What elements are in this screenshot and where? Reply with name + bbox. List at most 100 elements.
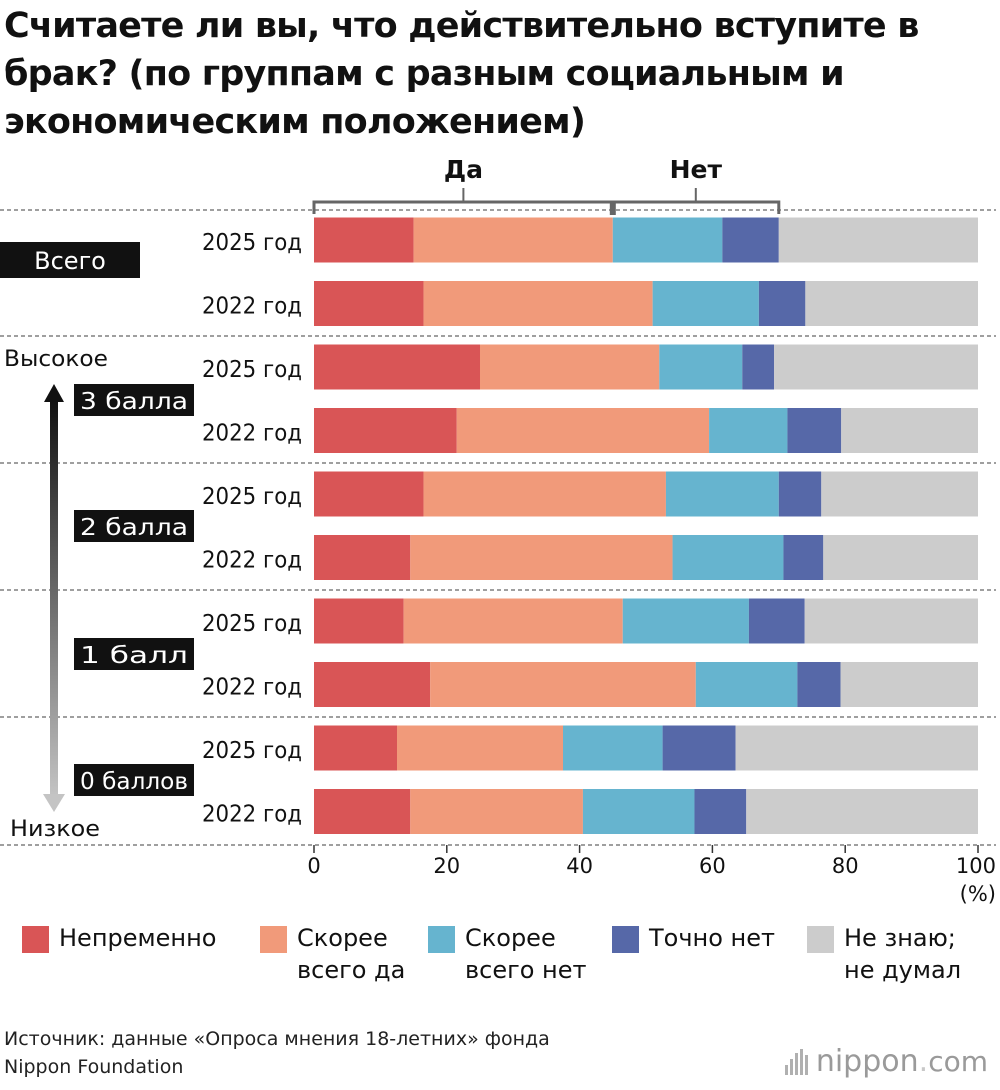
nippon-bars-icon xyxy=(784,1048,810,1075)
x-tick-label-4: 80 xyxy=(832,854,859,878)
bar-2-definitely xyxy=(314,344,480,390)
legend-item-definitely: Непременно xyxy=(22,922,234,954)
stacked-bar-chart: 2025 год 2022 год 2025 год 2022 год 2025 год… xyxy=(0,155,996,906)
bracket-divider xyxy=(609,202,616,215)
x-tick-label-0: 0 xyxy=(307,854,320,878)
bar-7-definitely-not xyxy=(797,662,841,707)
bar-5-definitely-not xyxy=(783,535,824,580)
bar-7-probably-yes xyxy=(430,662,696,707)
bar-3-probably-no xyxy=(709,408,788,453)
bar-6-dont-know xyxy=(804,598,978,644)
bar-7-definitely xyxy=(314,662,431,707)
axis-arrow-shaft xyxy=(50,400,58,798)
bar-6-definitely-not xyxy=(748,598,805,644)
group-box-3 xyxy=(74,638,194,670)
bar-3-definitely-not xyxy=(787,408,842,453)
bar-0-definitely xyxy=(314,217,414,263)
bar-1-definitely xyxy=(314,281,424,326)
axis-high-label: Высокое xyxy=(4,347,108,372)
group-label-4: 0 баллов xyxy=(80,769,188,795)
bar-8-probably-no xyxy=(563,725,663,771)
bar-6-probably-no xyxy=(622,598,749,644)
bracket-line xyxy=(312,200,781,214)
bar-1-probably-yes xyxy=(423,281,653,326)
x-tick-label-3: 60 xyxy=(699,854,726,878)
x-tick-label-2: 40 xyxy=(566,854,593,878)
legend-label-probably-yes-line1: Скорее xyxy=(297,924,388,952)
bar-0-probably-no xyxy=(612,217,723,263)
source-line1: Источник: данные «Опроса мнения 18-летни… xyxy=(4,1028,550,1050)
x-tick-label-1: 20 xyxy=(433,854,460,878)
legend-label-dont-know-line1: Не знаю; xyxy=(844,924,956,952)
bar-9-probably-yes xyxy=(410,789,583,834)
bar-2-dont-know xyxy=(774,344,978,390)
bar-1-probably-no xyxy=(652,281,759,326)
legend-swatch-probably-no xyxy=(428,926,455,953)
bar-6-probably-yes xyxy=(403,598,623,644)
legend-swatch-definitely xyxy=(22,926,49,953)
legend-label-dont-know-line2: не думал xyxy=(844,956,962,984)
bar-5-probably-yes xyxy=(410,535,673,580)
bar-3-definitely xyxy=(314,408,457,453)
source-note: Источник: данные «Опроса мнения 18-летни… xyxy=(4,1025,704,1081)
bracket-no-label: Нет xyxy=(670,155,723,184)
group-box-4 xyxy=(74,764,194,796)
bar-1-definitely-not xyxy=(758,281,806,326)
row-label-6: 2025 год xyxy=(202,611,302,637)
bar-4-dont-know xyxy=(821,471,978,517)
row-label-8: 2025 год xyxy=(202,738,302,764)
source-line2: Nippon Foundation xyxy=(4,1056,184,1078)
legend-label-probably-no-line1: Скорее xyxy=(465,924,556,952)
legend-label-definitely: Непременно xyxy=(59,924,217,952)
chart-title: Считаете ли вы, что действительно вступи… xyxy=(4,6,919,142)
row-label-7: 2022 год xyxy=(202,675,302,701)
brand-dot: . xyxy=(918,1044,929,1079)
x-unit-label: (%) xyxy=(960,882,996,906)
axis-low-label: Низкое xyxy=(10,817,100,842)
bar-5-dont-know xyxy=(823,535,978,580)
arrow-up-icon xyxy=(44,384,64,402)
group-box-2 xyxy=(74,510,194,542)
arrow-down-icon xyxy=(43,794,65,812)
row-label-0: 2025 год xyxy=(202,230,302,256)
bar-8-probably-yes xyxy=(397,725,563,771)
bar-7-dont-know xyxy=(840,662,978,707)
legend-label-definitely-not: Точно нет xyxy=(649,924,775,952)
bar-6-definitely xyxy=(314,598,404,644)
row-label-5: 2022 год xyxy=(202,548,302,574)
bar-3-dont-know xyxy=(841,408,978,453)
bar-0-dont-know xyxy=(778,217,978,263)
row-label-3: 2022 год xyxy=(202,421,302,447)
bar-5-probably-no xyxy=(672,535,784,580)
legend-swatch-dont-know xyxy=(807,926,834,953)
legend-label-probably-no-line2: всего нет xyxy=(465,956,587,984)
bar-8-definitely xyxy=(314,725,397,771)
bar-0-probably-yes xyxy=(413,217,613,263)
legend-label-probably-yes-line2: всего да xyxy=(297,956,406,984)
group-box-0 xyxy=(0,242,140,278)
row-label-1: 2022 год xyxy=(202,294,302,320)
group-box-1 xyxy=(74,384,194,416)
brand-name: nippon xyxy=(815,1044,919,1079)
legend: Непременно Скорее всего да Скорее всего … xyxy=(22,922,997,992)
bar-2-probably-no xyxy=(659,344,743,390)
row-label-9: 2022 год xyxy=(202,802,302,828)
legend-item-definitely-not: Точно нет xyxy=(612,922,824,954)
row-label-2: 2025 год xyxy=(202,357,302,383)
bar-8-dont-know xyxy=(735,725,978,771)
legend-item-dont-know: Не знаю; не думал xyxy=(807,922,1000,986)
group-label-1: 3 балла xyxy=(80,389,188,415)
legend-swatch-definitely-not xyxy=(612,926,639,953)
bar-2-probably-yes xyxy=(480,344,660,390)
bar-2-definitely-not xyxy=(742,344,775,390)
group-label-0: Всего xyxy=(34,247,106,275)
bar-9-probably-no xyxy=(582,789,695,834)
bar-9-definitely xyxy=(314,789,411,834)
nippon-logo[interactable]: nippon. com xyxy=(784,1044,988,1079)
bar-4-definitely xyxy=(314,471,424,517)
group-label-3: 1 балл xyxy=(80,643,188,669)
bar-7-probably-no xyxy=(695,662,798,707)
bar-9-definitely-not xyxy=(694,789,747,834)
bar-4-definitely-not xyxy=(778,471,822,517)
bar-8-definitely-not xyxy=(662,725,736,771)
